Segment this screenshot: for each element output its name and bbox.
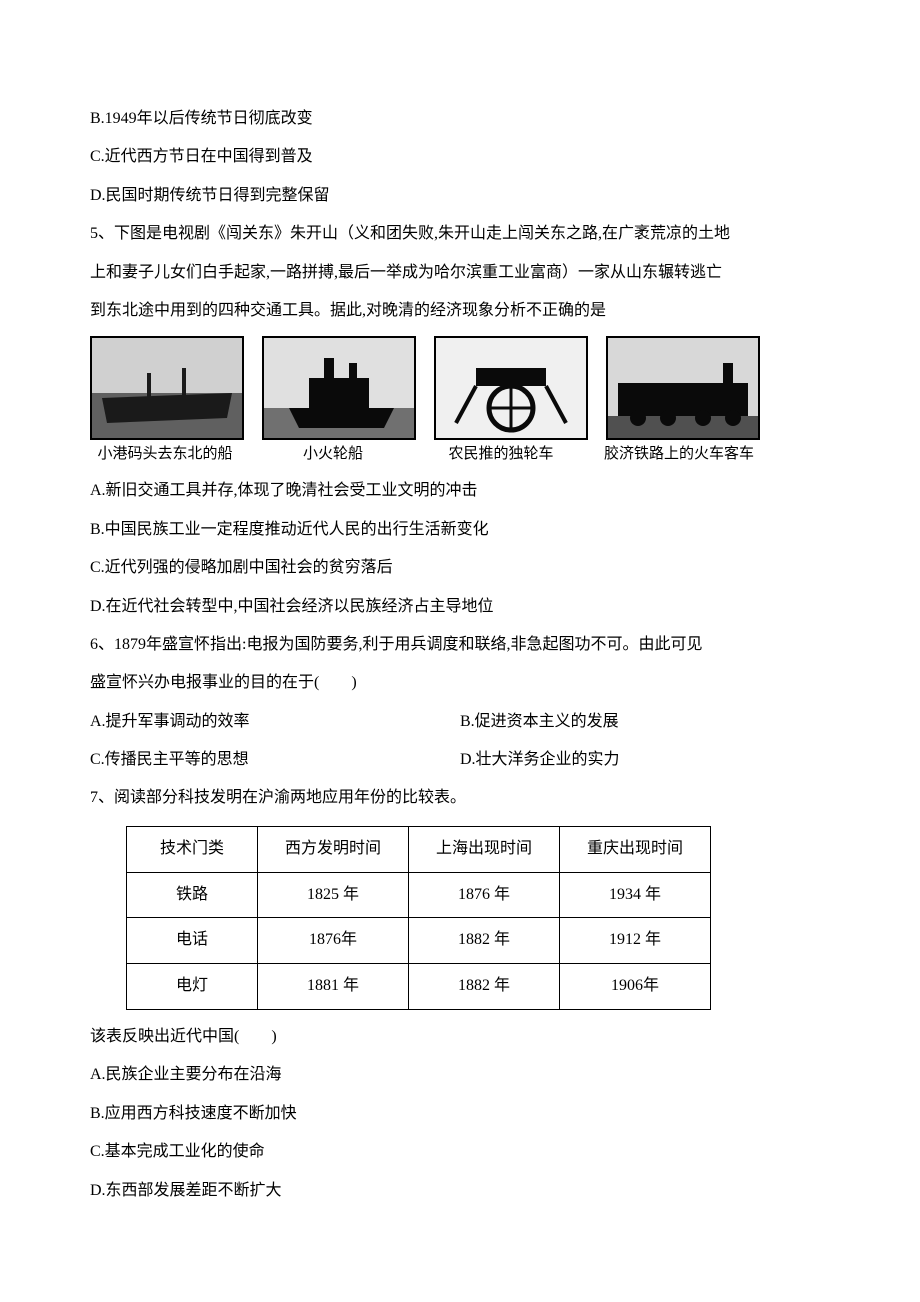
q7-option-b: B.应用西方科技速度不断加快 — [90, 1095, 830, 1133]
table-cell: 1882 年 — [409, 918, 560, 964]
table-header-cell: 西方发明时间 — [258, 826, 409, 872]
q4-option-b: B.1949年以后传统节日彻底改变 — [90, 100, 830, 138]
q7-option-c: C.基本完成工业化的使命 — [90, 1133, 830, 1171]
q5-image-4 — [606, 336, 760, 440]
wheelbarrow-image — [434, 336, 588, 440]
table-cell: 1876 年 — [409, 872, 560, 918]
table-cell: 电话 — [127, 918, 258, 964]
table-row: 电话 1876年 1882 年 1912 年 — [127, 918, 711, 964]
table-header-cell: 上海出现时间 — [409, 826, 560, 872]
q5-option-d: D.在近代社会转型中,中国社会经济以民族经济占主导地位 — [90, 588, 830, 626]
q5-stem-line1: 5、下图是电视剧《闯关东》朱开山（义和团失败,朱开山走上闯关东之路,在广袤荒凉的… — [90, 215, 830, 253]
table-cell: 电灯 — [127, 964, 258, 1010]
q5-caption-3: 农民推的独轮车 — [426, 442, 576, 466]
document-page: B.1949年以后传统节日彻底改变 C.近代西方节日在中国得到普及 D.民国时期… — [0, 0, 920, 1302]
table-cell: 1912 年 — [560, 918, 711, 964]
q5-image-row — [90, 336, 830, 440]
boat-dock-image — [90, 336, 244, 440]
q5-caption-row: 小港码头去东北的船 小火轮船 农民推的独轮车 胶济铁路上的火车客车 — [90, 442, 830, 466]
table-cell: 1825 年 — [258, 872, 409, 918]
table-cell: 1906年 — [560, 964, 711, 1010]
boat-dock-svg — [92, 338, 242, 438]
wheelbarrow-svg — [436, 338, 586, 438]
steamboat-svg — [264, 338, 414, 438]
q5-option-b: B.中国民族工业一定程度推动近代人民的出行生活新变化 — [90, 511, 830, 549]
q7-tail: 该表反映出近代中国( ) — [90, 1018, 830, 1056]
q5-stem-line3: 到东北途中用到的四种交通工具。据此,对晚清的经济现象分析不正确的是 — [90, 292, 830, 330]
train-image — [606, 336, 760, 440]
q6-option-a: A.提升军事调动的效率 — [90, 703, 460, 741]
table-header-cell: 重庆出现时间 — [560, 826, 711, 872]
table-cell: 1876年 — [258, 918, 409, 964]
q6-stem-line2: 盛宣怀兴办电报事业的目的在于( ) — [90, 664, 830, 702]
q7-option-a: A.民族企业主要分布在沿海 — [90, 1056, 830, 1094]
table-cell: 铁路 — [127, 872, 258, 918]
table-header-row: 技术门类 西方发明时间 上海出现时间 重庆出现时间 — [127, 826, 711, 872]
q5-image-3 — [434, 336, 588, 440]
steamboat-image — [262, 336, 416, 440]
table-cell: 1882 年 — [409, 964, 560, 1010]
q5-caption-1: 小港码头去东北的船 — [90, 442, 240, 466]
q7-option-d: D.东西部发展差距不断扩大 — [90, 1172, 830, 1210]
q5-image-2 — [262, 336, 416, 440]
q5-stem-line2: 上和妻子儿女们白手起家,一路拼搏,最后一举成为哈尔滨重工业富商）一家从山东辗转逃… — [90, 254, 830, 292]
q7-stem: 7、阅读部分科技发明在沪渝两地应用年份的比较表。 — [90, 779, 830, 817]
table-cell: 1881 年 — [258, 964, 409, 1010]
q6-stem-line1: 6、1879年盛宣怀指出:电报为国防要务,利于用兵调度和联络,非急起图功不可。由… — [90, 626, 830, 664]
q6-option-c: C.传播民主平等的思想 — [90, 741, 460, 779]
q4-option-d: D.民国时期传统节日得到完整保留 — [90, 177, 830, 215]
table-cell: 1934 年 — [560, 872, 711, 918]
table-row: 铁路 1825 年 1876 年 1934 年 — [127, 872, 711, 918]
q6-options-row1: A.提升军事调动的效率 B.促进资本主义的发展 — [90, 703, 830, 741]
q5-option-a: A.新旧交通工具并存,体现了晚清社会受工业文明的冲击 — [90, 472, 830, 510]
q5-option-c: C.近代列强的侵略加剧中国社会的贫穷落后 — [90, 549, 830, 587]
q6-options-row2: C.传播民主平等的思想 D.壮大洋务企业的实力 — [90, 741, 830, 779]
q5-image-1 — [90, 336, 244, 440]
table-row: 电灯 1881 年 1882 年 1906年 — [127, 964, 711, 1010]
q5-caption-4: 胶济铁路上的火车客车 — [594, 442, 764, 466]
table-header-cell: 技术门类 — [127, 826, 258, 872]
train-svg — [608, 338, 758, 438]
q5-caption-2: 小火轮船 — [258, 442, 408, 466]
q6-option-b: B.促进资本主义的发展 — [460, 703, 830, 741]
q4-option-c: C.近代西方节日在中国得到普及 — [90, 138, 830, 176]
q7-tech-table: 技术门类 西方发明时间 上海出现时间 重庆出现时间 铁路 1825 年 1876… — [126, 826, 711, 1010]
q6-option-d: D.壮大洋务企业的实力 — [460, 741, 830, 779]
